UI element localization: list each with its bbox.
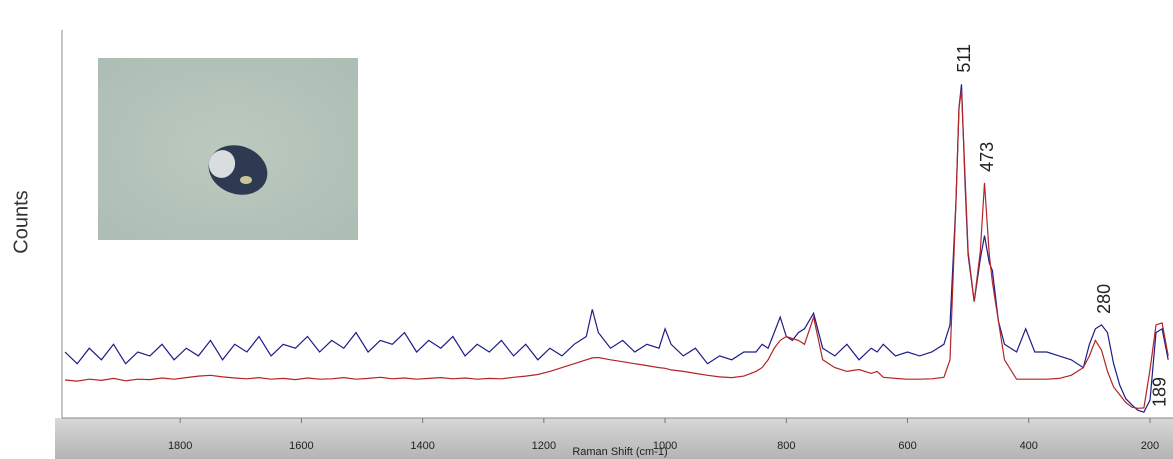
x-tick-label: 1000 [653,440,677,452]
x-axis-title: Raman Shift (cm-1) [572,446,667,458]
y-axis-title: Counts [10,190,32,253]
x-tick-label: 1800 [168,440,192,452]
x-tick-label: 1600 [289,440,313,452]
peak-label: 511 [954,44,974,73]
x-tick-label: 600 [898,440,916,452]
x-tick-label: 1400 [410,440,434,452]
series-line [64,84,1169,413]
peak-label: 473 [977,142,997,172]
series-line [64,90,1169,409]
x-tick-label: 800 [777,440,795,452]
x-axis-band [55,418,1173,459]
inset-photo [98,58,358,240]
x-tick-label: 200 [1141,440,1159,452]
x-tick-label: 400 [1020,440,1038,452]
x-tick-label: 1200 [532,440,556,452]
peak-label: 280 [1094,284,1114,314]
peak-label: 189 [1149,377,1169,407]
